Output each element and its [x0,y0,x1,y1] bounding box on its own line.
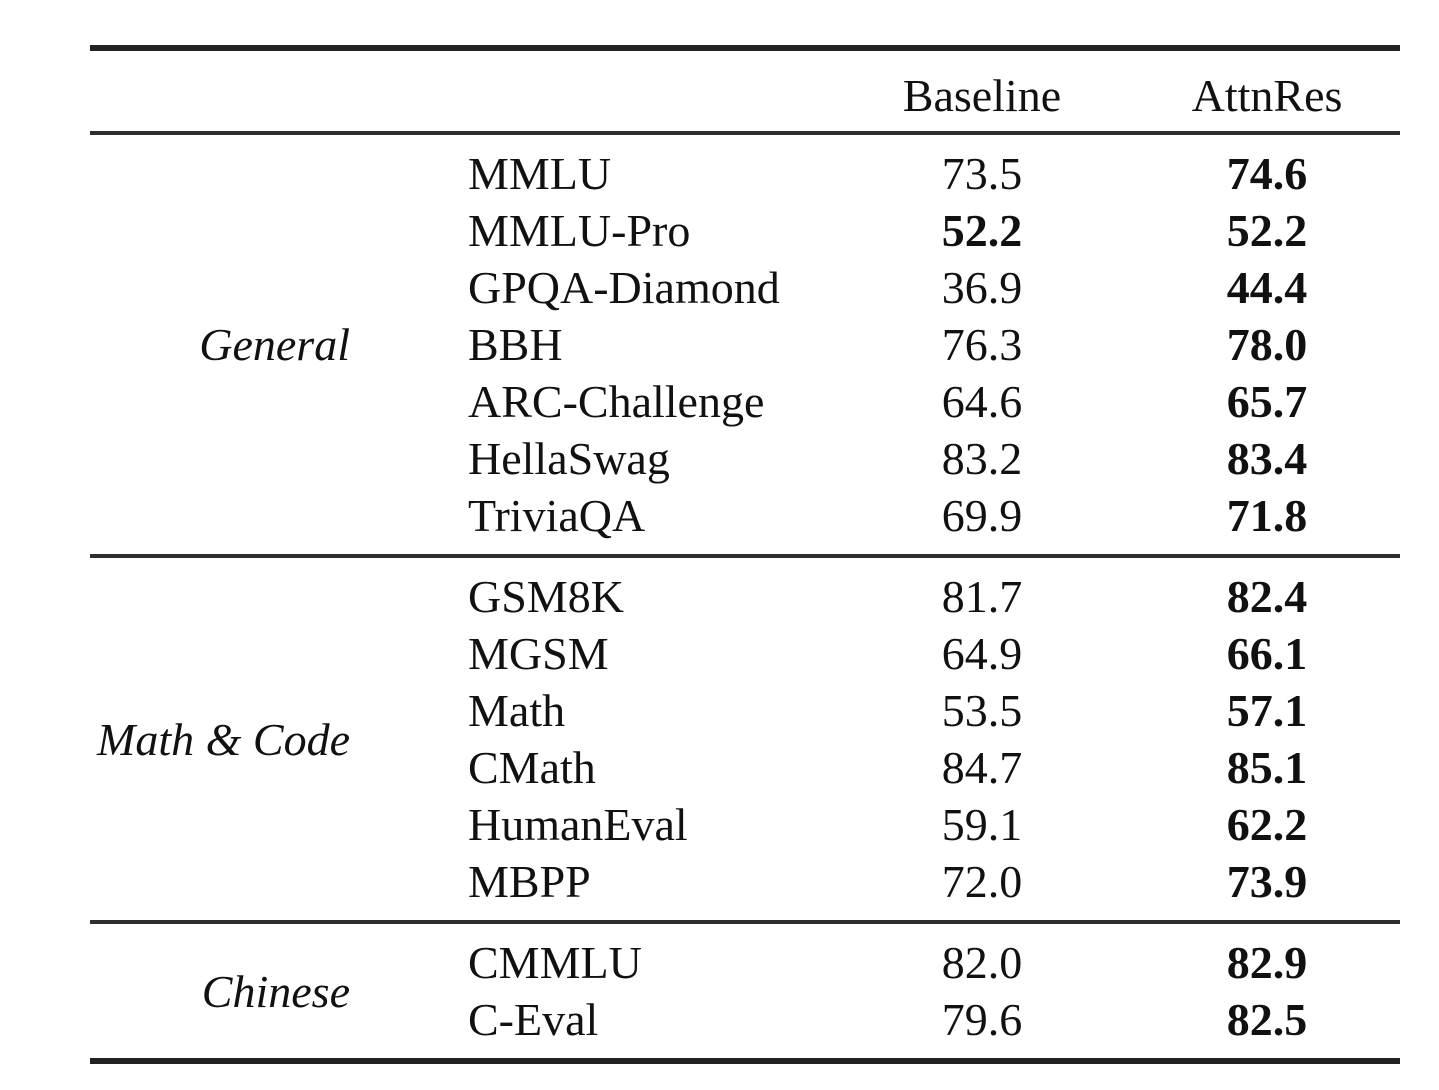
benchmark-name: GSM8K [468,571,624,622]
attnres-value: 52.2 [1226,205,1308,256]
table-row: HumanEval 59.1 62.2 [350,796,1400,853]
attnres-value: 83.4 [1226,433,1308,484]
baseline-value: 36.9 [941,262,1023,313]
baseline-value: 64.9 [941,628,1023,679]
baseline-value: 64.6 [941,376,1023,427]
baseline-value: 83.2 [941,433,1023,484]
attnres-value: 65.7 [1226,376,1308,427]
baseline-value: 53.5 [941,685,1023,736]
header-attnres: AttnRes [1191,69,1343,121]
benchmark-name: CMath [468,742,596,793]
results-table: Baseline AttnRes General MMLU 73.5 74.6 … [90,45,1400,1064]
header-baseline: Baseline [902,69,1062,121]
bottom-rule [90,1058,1400,1064]
table-row: MGSM 64.9 66.1 [350,625,1400,682]
benchmark-name: CMMLU [468,937,642,988]
baseline-value: 73.5 [941,148,1023,199]
attnres-value: 73.9 [1226,856,1308,907]
section-general: General MMLU 73.5 74.6 MMLU-Pro 52.2 52.… [90,135,1400,554]
section-rule-2 [90,920,1400,924]
table-row: MMLU 73.5 74.6 [350,145,1400,202]
baseline-value: 81.7 [941,571,1023,622]
baseline-value: 84.7 [941,742,1023,793]
baseline-value: 69.9 [941,490,1023,541]
attnres-value: 57.1 [1226,685,1308,736]
table-row: GSM8K 81.7 82.4 [350,568,1400,625]
attnres-value: 85.1 [1226,742,1308,793]
table-row: TriviaQA 69.9 71.8 [350,487,1400,544]
table-row: MBPP 72.0 73.9 [350,853,1400,910]
benchmark-name: GPQA-Diamond [468,262,780,313]
attnres-value: 71.8 [1226,490,1308,541]
benchmark-name: MGSM [468,628,609,679]
header-category-cell [90,87,350,95]
baseline-value: 82.0 [941,937,1023,988]
benchmark-name: TriviaQA [468,490,646,541]
category-label: Math & Code [97,713,350,765]
attnres-value: 66.1 [1226,628,1308,679]
benchmark-name: MMLU-Pro [468,205,691,256]
table-row: ARC-Challenge 64.6 65.7 [350,373,1400,430]
table-row: Math 53.5 57.1 [350,682,1400,739]
benchmark-name: ARC-Challenge [468,376,765,427]
table-row: MMLU-Pro 52.2 52.2 [350,202,1400,259]
attnres-value: 62.2 [1226,799,1308,850]
baseline-value: 72.0 [941,856,1023,907]
category-label: General [199,319,350,370]
benchmark-name: MBPP [468,856,591,907]
table-row: CMMLU 82.0 82.9 [350,934,1400,991]
attnres-value: 82.9 [1226,937,1308,988]
baseline-value: 76.3 [941,319,1023,370]
table-row: GPQA-Diamond 36.9 44.4 [350,259,1400,316]
table-header-row: Baseline AttnRes [90,51,1400,131]
category-label: Chinese [201,965,350,1017]
attnres-value: 82.4 [1226,571,1308,622]
attnres-value: 82.5 [1226,994,1308,1045]
attnres-value: 78.0 [1226,319,1308,370]
benchmark-name: HellaSwag [468,433,670,484]
benchmark-name: BBH [468,319,563,370]
table-row: CMath 84.7 85.1 [350,739,1400,796]
section-chinese: Chinese CMMLU 82.0 82.9 C-Eval 79.6 82.5 [90,924,1400,1058]
top-rule [90,45,1400,51]
benchmark-name: MMLU [468,148,612,199]
attnres-value: 74.6 [1226,148,1308,199]
benchmark-name: Math [468,685,566,736]
header-benchmark-cell [350,87,830,95]
benchmark-name: HumanEval [468,799,688,850]
benchmark-name: C-Eval [468,994,599,1045]
baseline-value: 59.1 [941,799,1023,850]
section-math-code: Math & Code GSM8K 81.7 82.4 MGSM 64.9 66… [90,558,1400,920]
table-row: C-Eval 79.6 82.5 [350,991,1400,1048]
table-row: BBH 76.3 78.0 [350,316,1400,373]
section-rule-1 [90,554,1400,558]
attnres-value: 44.4 [1226,262,1308,313]
baseline-value: 79.6 [941,994,1023,1045]
header-rule [90,131,1400,135]
table-row: HellaSwag 83.2 83.4 [350,430,1400,487]
baseline-value: 52.2 [941,205,1023,256]
